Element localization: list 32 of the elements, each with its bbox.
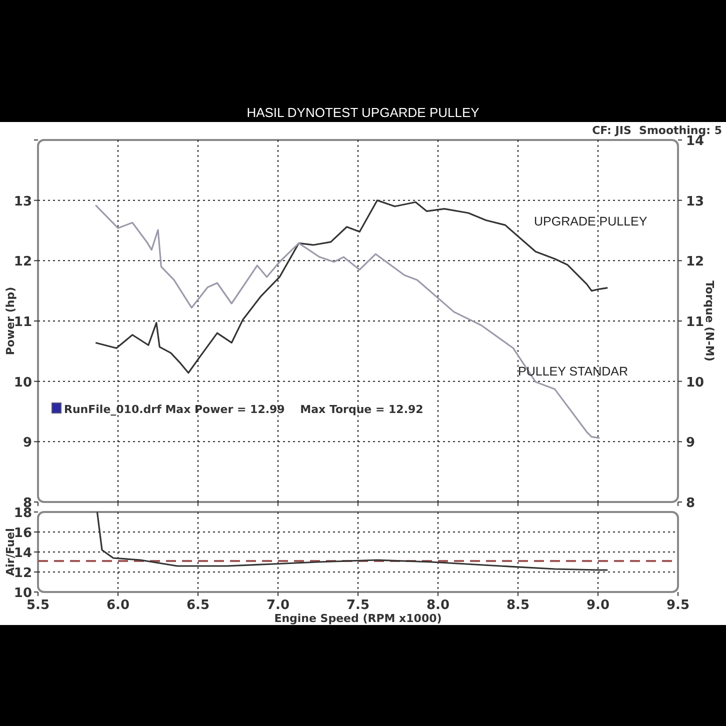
text: CF: JIS Smoothing: 5 bbox=[592, 124, 722, 137]
y-tick-label: 12 bbox=[14, 254, 32, 270]
x-tick-label: 8.0 bbox=[426, 598, 450, 613]
series-label: PULLEY STANDAR bbox=[518, 364, 628, 378]
x-tick-label: 7.5 bbox=[346, 598, 370, 613]
y2-tick-label: 8 bbox=[686, 496, 696, 511]
y2-tick-label: 11 bbox=[686, 315, 704, 330]
y-tick-label: 9 bbox=[22, 436, 32, 451]
y-tick-label: 11 bbox=[14, 315, 32, 330]
y2-tick-label: 12 bbox=[686, 254, 704, 270]
y2-tick-label: 13 bbox=[686, 194, 704, 210]
x-tick-label: 5.5 bbox=[26, 598, 50, 613]
x-tick-label: 9.0 bbox=[586, 598, 610, 613]
x-tick-label: 6.0 bbox=[106, 598, 130, 613]
series-label: UPGRADE PULLEY bbox=[534, 214, 648, 229]
y2-tick-label: 10 bbox=[686, 375, 704, 390]
x-tick-label: 7.0 bbox=[266, 598, 290, 613]
y-tick-label: 14 bbox=[14, 546, 32, 561]
x-tick-label: 8.5 bbox=[506, 598, 530, 613]
y2-axis-title: Torque (N-M) bbox=[703, 280, 716, 362]
y-tick-label: 13 bbox=[14, 194, 32, 210]
y2-tick-label: 9 bbox=[686, 436, 696, 451]
y-tick-label: 16 bbox=[14, 526, 32, 541]
x-axis-title: Engine Speed (RPM x1000) bbox=[274, 612, 442, 625]
y-tick-label: 10 bbox=[14, 586, 32, 601]
line-series bbox=[96, 511, 608, 571]
chart-title: HASIL DYNOTEST UPGARDE PULLEY bbox=[246, 105, 480, 120]
x-tick-label: 9.5 bbox=[666, 598, 690, 613]
y-tick-label: 10 bbox=[14, 375, 32, 390]
y-tick-label: 12 bbox=[14, 566, 32, 581]
annotation: RunFile_010.drf Max Power = 12.99 Max Torque = 12.92 bbox=[64, 403, 424, 416]
x-tick-label: 6.5 bbox=[186, 598, 210, 613]
